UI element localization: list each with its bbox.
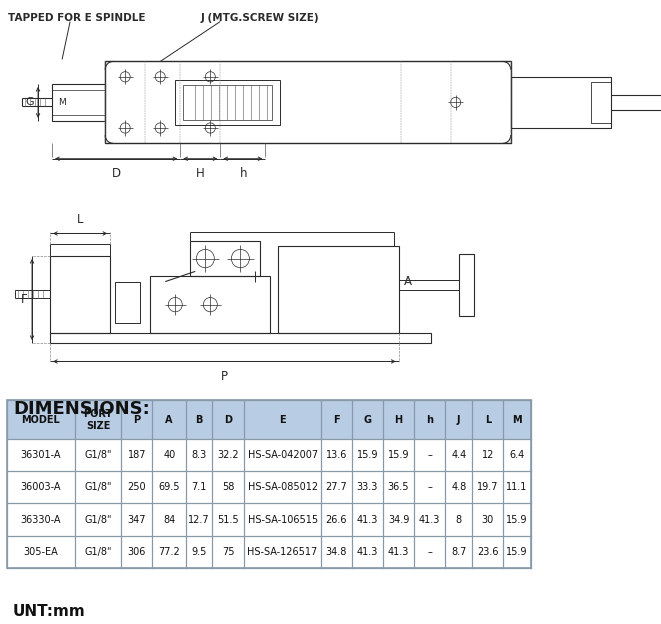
Text: 41.3: 41.3: [357, 515, 378, 525]
Bar: [50, 256, 110, 333]
Text: DIMENSIONS:: DIMENSIONS:: [13, 401, 150, 419]
Bar: [52, 84, 105, 121]
Text: 58: 58: [222, 482, 235, 492]
Text: 40: 40: [163, 451, 175, 461]
Text: 69.5: 69.5: [159, 482, 180, 492]
Text: MODEL: MODEL: [21, 415, 60, 425]
Text: B: B: [195, 415, 203, 425]
Bar: [50, 333, 431, 343]
Text: 12: 12: [482, 451, 494, 461]
Text: 15.9: 15.9: [388, 451, 409, 461]
Text: 15.9: 15.9: [506, 515, 528, 525]
Text: 27.7: 27.7: [325, 482, 347, 492]
Bar: [175, 80, 280, 125]
Text: UNT:mm: UNT:mm: [13, 603, 86, 618]
Text: 6.4: 6.4: [510, 451, 525, 461]
Text: P: P: [221, 369, 228, 383]
Text: 8.7: 8.7: [451, 547, 467, 557]
Text: PORT
SIZE: PORT SIZE: [83, 409, 112, 431]
Text: 41.3: 41.3: [357, 547, 378, 557]
Bar: [183, 85, 272, 120]
Text: h: h: [426, 415, 433, 425]
Text: 250: 250: [128, 482, 146, 492]
Bar: [50, 244, 110, 256]
Text: A: A: [165, 415, 173, 425]
Bar: [459, 254, 474, 316]
Text: P: P: [134, 415, 140, 425]
Text: 30: 30: [482, 515, 494, 525]
Text: 26.6: 26.6: [326, 515, 347, 525]
Text: 32.2: 32.2: [217, 451, 239, 461]
Bar: [278, 246, 399, 333]
Text: 9.5: 9.5: [191, 547, 207, 557]
Text: 187: 187: [128, 451, 146, 461]
Text: H: H: [395, 415, 403, 425]
Bar: [150, 276, 270, 333]
Text: 4.8: 4.8: [451, 482, 467, 492]
Text: L: L: [485, 415, 491, 425]
Text: 75: 75: [222, 547, 235, 557]
Text: 51.5: 51.5: [217, 515, 239, 525]
Text: D: D: [224, 415, 232, 425]
Text: G1/8": G1/8": [84, 451, 112, 461]
Text: 77.2: 77.2: [159, 547, 180, 557]
Text: F: F: [20, 293, 27, 306]
Text: 19.7: 19.7: [477, 482, 498, 492]
Text: 8.3: 8.3: [192, 451, 207, 461]
Text: M: M: [512, 415, 522, 425]
Text: D: D: [112, 167, 121, 180]
Bar: [115, 281, 140, 323]
Text: HS-SA-042007: HS-SA-042007: [247, 451, 318, 461]
Text: 306: 306: [128, 547, 146, 557]
Text: G1/8": G1/8": [84, 482, 112, 492]
Bar: [105, 61, 511, 144]
Text: 36.5: 36.5: [388, 482, 409, 492]
Text: G: G: [26, 97, 34, 107]
Text: A: A: [404, 275, 412, 288]
Text: 41.3: 41.3: [419, 515, 440, 525]
Text: F: F: [333, 415, 340, 425]
Text: 8: 8: [455, 515, 462, 525]
Text: 84: 84: [163, 515, 175, 525]
Bar: [591, 82, 611, 123]
Text: h: h: [240, 167, 247, 180]
Text: 7.1: 7.1: [191, 482, 207, 492]
Text: 12.7: 12.7: [188, 515, 210, 525]
Text: G1/8": G1/8": [84, 547, 112, 557]
Bar: [511, 77, 611, 128]
Text: HS-SA-126517: HS-SA-126517: [247, 547, 318, 557]
Text: J: J: [457, 415, 461, 425]
Text: –: –: [427, 482, 432, 492]
Text: G1/8": G1/8": [84, 515, 112, 525]
Text: HS-SA-106515: HS-SA-106515: [247, 515, 318, 525]
Text: M: M: [58, 98, 66, 107]
Text: G: G: [364, 415, 371, 425]
Text: H: H: [196, 167, 205, 180]
Text: E: E: [279, 415, 286, 425]
Text: 4.4: 4.4: [451, 451, 467, 461]
Bar: [190, 241, 260, 276]
Text: 347: 347: [128, 515, 146, 525]
Text: 15.9: 15.9: [357, 451, 378, 461]
Text: 36330-A: 36330-A: [20, 515, 61, 525]
Text: TAPPED FOR E SPINDLE: TAPPED FOR E SPINDLE: [8, 14, 145, 24]
Text: L: L: [77, 213, 83, 227]
Text: 23.6: 23.6: [477, 547, 498, 557]
Text: 34.8: 34.8: [326, 547, 347, 557]
Text: 36301-A: 36301-A: [20, 451, 61, 461]
Text: 33.3: 33.3: [357, 482, 378, 492]
Text: 15.9: 15.9: [506, 547, 528, 557]
Bar: [7, 401, 531, 439]
Text: HS-SA-085012: HS-SA-085012: [247, 482, 318, 492]
Text: J (MTG.SCREW SIZE): J (MTG.SCREW SIZE): [200, 14, 319, 24]
Text: 13.6: 13.6: [326, 451, 347, 461]
Text: 41.3: 41.3: [388, 547, 409, 557]
Text: 34.9: 34.9: [388, 515, 409, 525]
Text: 305-EA: 305-EA: [23, 547, 58, 557]
Text: 11.1: 11.1: [506, 482, 527, 492]
Text: –: –: [427, 451, 432, 461]
Bar: [7, 401, 531, 568]
Text: 36003-A: 36003-A: [20, 482, 61, 492]
Text: –: –: [427, 547, 432, 557]
